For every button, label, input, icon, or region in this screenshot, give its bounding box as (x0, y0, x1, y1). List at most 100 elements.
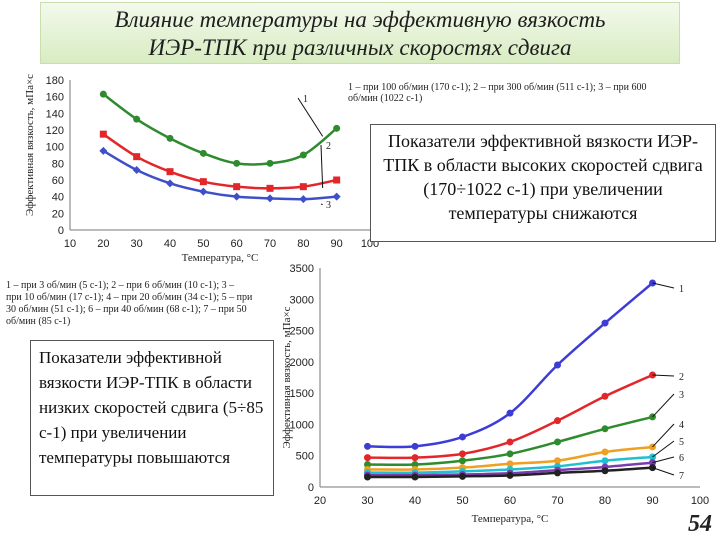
chart2-series-2-label: 2 (679, 372, 684, 383)
chart1-y-tick-label: 100 (46, 142, 64, 154)
chart2-series-3-point (601, 425, 609, 433)
chart1-series-2-point (133, 153, 141, 161)
chart2-series-3-point (506, 450, 514, 458)
chart2-series-5-point (601, 457, 609, 465)
chart1-series-1-point (333, 124, 341, 132)
title-banner (40, 2, 680, 64)
chart2-series-2-point (554, 417, 561, 425)
chart1-series-2-point (166, 168, 174, 176)
chart1-series-2-point (233, 183, 241, 191)
chart1-series-1-callout-line (297, 97, 324, 137)
chart2-series-1-label: 1 (679, 284, 684, 295)
chart1-series-1-point (133, 115, 141, 123)
chart2-series-2-point (364, 454, 371, 462)
chart1-y-tick-label: 20 (52, 208, 64, 220)
chart2-y-tick-label: 1500 (290, 388, 314, 400)
chart1-series-2-line (102, 133, 337, 190)
chart2-series-3-point (364, 460, 371, 468)
chart1-series-3-point (299, 195, 308, 204)
chart1-x-tick-label: 60 (231, 238, 243, 250)
chart2-series-7-point (364, 473, 371, 481)
chart2-series-1-point (506, 409, 514, 417)
chart1-y-tick-label: 0 (58, 225, 64, 237)
chart2-y-tick-label: 1000 (290, 419, 314, 431)
chart2-y-tick-label: 3500 (290, 263, 314, 275)
slide-title: Влияние температуры на эффективную вязко… (40, 6, 680, 62)
chart2-series-5-callout-line (652, 440, 675, 458)
chart1-x-tick-label: 30 (131, 238, 143, 250)
chart2-y-tick-label: 2000 (290, 357, 314, 369)
chart2-x-tick-label: 20 (314, 495, 326, 507)
chart2-series-7-point (506, 471, 514, 479)
chart1-series-2-label: 2 (326, 141, 331, 152)
chart1-y-tick-label: 140 (46, 108, 64, 120)
chart2-y-tick-label: 3000 (290, 294, 314, 306)
title-line-1: Влияние температуры на эффективную вязко… (114, 7, 606, 32)
chart2-series-2-point (506, 438, 514, 446)
chart1-y-axis-label: Эффективная вязкость, мПа×с (24, 74, 36, 216)
chart1-series-1-point (233, 159, 241, 167)
chart2-series-2-point (411, 454, 419, 462)
chart2-series-4-label: 4 (679, 420, 684, 431)
chart2-series-3-point (459, 457, 466, 465)
chart2-x-tick-label: 40 (409, 495, 421, 507)
chart1-series-3-label: 3 (326, 200, 331, 211)
chart1-y-tick-label: 60 (52, 175, 64, 187)
chart1-series-3-point (132, 166, 141, 174)
chart2-series-4-point (506, 460, 514, 468)
chart2-series-2-point (459, 450, 466, 458)
chart2-series-1-point (411, 442, 419, 450)
chart1-x-tick-label: 80 (297, 238, 309, 250)
title-line-2: ИЭР-ТПК при различных скоростях сдвига (148, 35, 572, 60)
chart2-series-1-point (554, 361, 561, 369)
chart2-series-7-label: 7 (679, 471, 684, 482)
chart1-series-1-point (99, 90, 107, 98)
chart2-series-3-callout-line (652, 393, 675, 418)
chart1-series-2-point (199, 178, 207, 186)
chart1-y-tick-label: 160 (46, 92, 64, 104)
chart2-series-3-point (411, 460, 419, 468)
chart1-x-tick-label: 20 (97, 238, 109, 250)
chart2-y-tick-label: 0 (308, 482, 314, 494)
chart2-series-4-callout-line (652, 423, 675, 448)
chart1-series-2-point (333, 176, 341, 184)
chart2-x-tick-label: 70 (551, 495, 563, 507)
low-shear-note: Показатели эффективной вязкости ИЭР-ТПК … (30, 340, 274, 496)
chart2-series-1-line (367, 282, 654, 449)
chart1-series-3-point (199, 187, 208, 196)
chart2-series-1-point (459, 433, 466, 441)
chart2-series-4-point (601, 448, 609, 456)
chart1-series-1-point (199, 149, 207, 157)
chart2-series-6-callout-line (652, 456, 675, 464)
chart2-x-tick-label: 80 (599, 495, 611, 507)
chart2-series-3-point (554, 438, 561, 446)
chart1-series-3-point (99, 146, 108, 155)
chart2-series-7-callout-line (652, 467, 675, 476)
chart1-y-tick-label: 120 (46, 125, 64, 137)
chart2-series-7-point (411, 473, 419, 481)
low-shear-legend: 1 – при 3 об/мин (5 с-1); 2 – при 6 об/м… (6, 280, 253, 327)
chart2-series-2-point (601, 392, 609, 400)
chart1-y-tick-label: 80 (52, 158, 64, 170)
chart1-series-2-point (299, 183, 307, 191)
chart1-x-tick-label: 50 (197, 238, 209, 250)
chart1-series-2-point (266, 184, 274, 192)
chart2-series-1-callout-line (652, 282, 675, 289)
chart2-series-5-label: 5 (679, 437, 684, 448)
chart1-series-1-point (266, 159, 274, 167)
chart2-x-tick-label: 100 (691, 495, 709, 507)
chart2-x-tick-label: 90 (646, 495, 658, 507)
high-shear-note: Показатели эффективной вязкости ИЭР-ТПК … (370, 124, 716, 242)
chart2-x-tick-label: 60 (504, 495, 516, 507)
chart1-x-axis-label: Температура, °С (182, 252, 259, 264)
chart1-series-1-point (166, 134, 174, 142)
chart2-series-7-point (459, 472, 466, 480)
chart1-x-tick-label: 40 (164, 238, 176, 250)
chart1-series-3-point (266, 194, 274, 203)
page-number: 54 (688, 511, 712, 537)
chart2-series-1-point (601, 319, 609, 327)
chart2-x-axis-label: Температура, °С (472, 513, 549, 525)
chart2-series-6-label: 6 (679, 453, 684, 464)
chart2-y-axis-label: Эффективная вязкость, мПа×с (281, 306, 293, 448)
